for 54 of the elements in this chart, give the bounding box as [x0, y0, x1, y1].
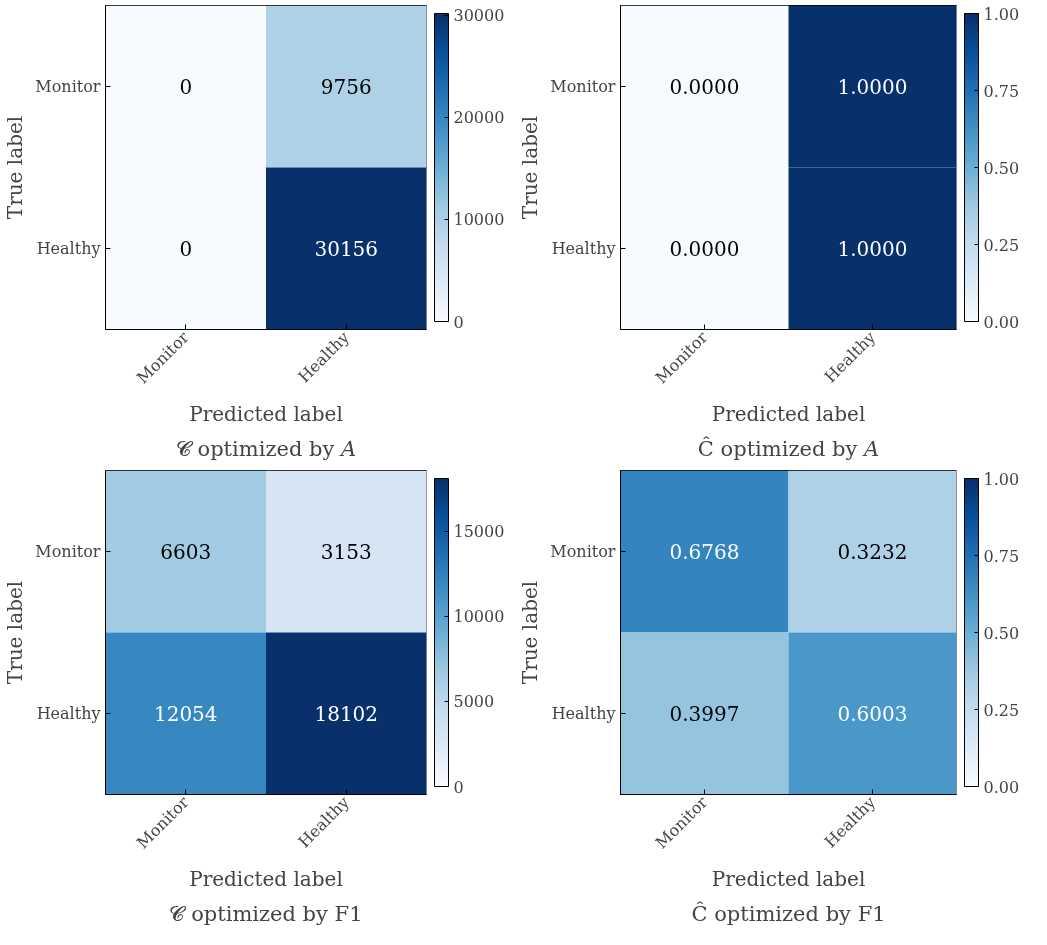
x-axis-title: Predicted label [711, 867, 866, 891]
color-bar-label: 0.75 [983, 81, 1020, 101]
color-bar-label: 1.00 [983, 4, 1020, 24]
y-tick-label: Healthy [36, 239, 101, 258]
text: Ĉ optimized by F1 [691, 900, 886, 926]
data-label: 30156 [314, 237, 379, 261]
y-tick-label: Monitor [550, 542, 616, 561]
data-label: 0 [179, 75, 193, 99]
y-axis-title: True label [518, 580, 543, 685]
data-label: 0 [179, 237, 193, 261]
x-axis-title: Predicted label [189, 867, 343, 891]
color-bar-label: 10000 [453, 210, 505, 230]
data-label: 0.6768 [669, 540, 740, 564]
color-bar-label: 0.50 [983, 158, 1020, 178]
color-bar-label: 0.75 [983, 546, 1020, 566]
y-tick-label: Monitor [550, 77, 616, 96]
data-label: 1.0000 [837, 75, 908, 99]
color-bar-label: 10000 [453, 607, 505, 627]
y-tick-label: Healthy [551, 704, 616, 723]
y-tick-label: Monitor [35, 542, 101, 561]
text: Ĉ optimized by 𝐴 [697, 435, 880, 461]
y-axis-title: True label [3, 115, 28, 220]
data-label: 1.0000 [837, 237, 908, 261]
text: 𝓒 optimized by 𝐴 [175, 436, 357, 461]
color-bar-label: 0 [453, 312, 464, 332]
data-label: 0.3997 [669, 702, 740, 726]
x-axis-title: Predicted label [189, 402, 343, 426]
color-bar-label: 0.00 [983, 777, 1020, 797]
color-bar-label: 0.50 [983, 623, 1020, 643]
color-bar-label: 15000 [453, 522, 505, 542]
color-bar-label: 0.25 [983, 700, 1020, 720]
data-label: 6603 [160, 540, 212, 564]
data-label: 12054 [153, 702, 218, 726]
color-bar-label: 20000 [453, 108, 505, 128]
color-bar-label: 30000 [453, 6, 505, 26]
data-label: 0.3232 [837, 540, 908, 564]
y-tick-label: Healthy [551, 239, 616, 258]
y-axis-title: True label [3, 580, 28, 685]
x-axis-title: Predicted label [711, 402, 866, 426]
data-label: 18102 [314, 702, 379, 726]
color-bar-label: 5000 [453, 692, 495, 712]
data-label: 3153 [320, 540, 372, 564]
color-bar-label: 0 [453, 777, 464, 797]
data-label: 0.0000 [669, 237, 740, 261]
y-tick-label: Healthy [36, 704, 101, 723]
data-label: 0.0000 [669, 75, 740, 99]
color-bar-label: 1.00 [983, 469, 1020, 489]
color-bar-label: 0.00 [983, 312, 1020, 332]
y-axis-title: True label [518, 115, 543, 220]
y-tick-label: Monitor [35, 77, 101, 96]
color-bar-label: 0.25 [983, 235, 1020, 255]
data-label: 9756 [320, 75, 372, 99]
data-label: 0.6003 [837, 702, 908, 726]
text: 𝓒 optimized by F1 [169, 901, 363, 926]
